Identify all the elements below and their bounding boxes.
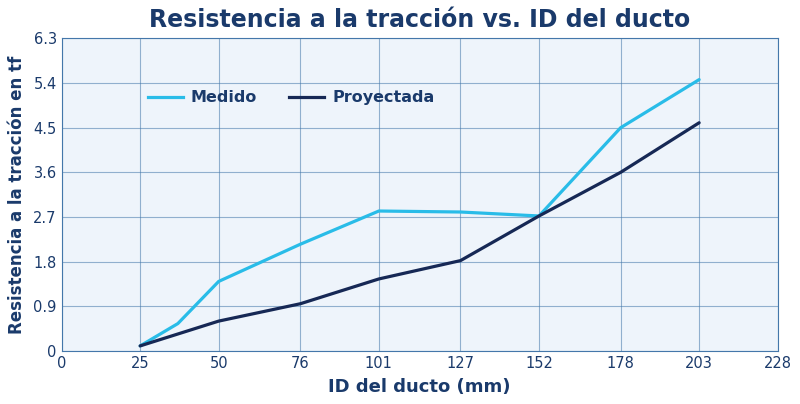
Medido (694, 77, 704, 82)
Medido (173, 321, 182, 326)
Medido (374, 208, 384, 213)
X-axis label: ID del ducto (mm): ID del ducto (mm) (329, 378, 511, 396)
Legend: Medido, Proyectada: Medido, Proyectada (142, 84, 441, 112)
Medido (295, 242, 305, 247)
Proyectada (456, 258, 466, 263)
Title: Resistencia a la tracción vs. ID del ducto: Resistencia a la tracción vs. ID del duc… (149, 8, 690, 32)
Line: Proyectada: Proyectada (140, 123, 699, 346)
Proyectada (374, 276, 384, 281)
Medido (135, 343, 145, 348)
Proyectada (214, 319, 223, 324)
Line: Medido: Medido (140, 80, 699, 346)
Medido (214, 279, 223, 284)
Medido (456, 210, 466, 215)
Proyectada (616, 170, 626, 175)
Proyectada (534, 214, 544, 219)
Medido (616, 125, 626, 130)
Medido (534, 214, 544, 219)
Y-axis label: Resistencia a la tracción en tf: Resistencia a la tracción en tf (8, 55, 26, 334)
Proyectada (295, 301, 305, 306)
Proyectada (694, 120, 704, 125)
Proyectada (135, 343, 145, 348)
